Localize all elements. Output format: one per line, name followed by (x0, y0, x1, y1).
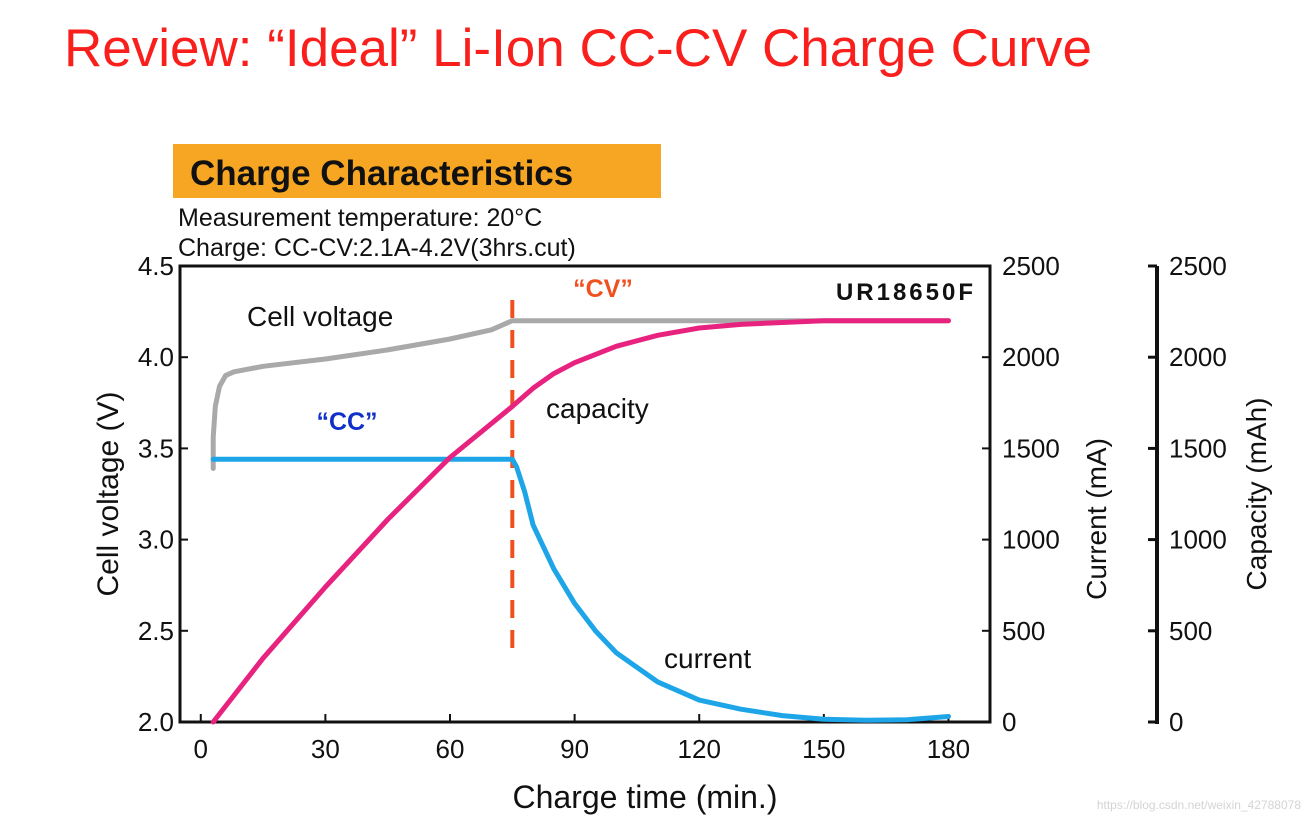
capacity-axis-label: Capacity (mAh) (1241, 398, 1272, 591)
capacity-series-line (210, 318, 951, 725)
current-series-label: current (664, 643, 751, 674)
watermark: https://blog.csdn.net/weixin_42788078 (1096, 798, 1301, 812)
current-tick-label: 1500 (1002, 433, 1060, 463)
voltage-tick-label: 2.5 (138, 616, 174, 646)
current-series-line (210, 456, 951, 723)
voltage-tick-label: 3.5 (138, 433, 174, 463)
chart-title-background (173, 144, 661, 198)
x-tick-label: 0 (194, 734, 208, 764)
slide-title: Review: “Ideal” Li-Ion CC-CV Charge Curv… (64, 19, 1092, 78)
capacity-tick-label: 1000 (1169, 525, 1227, 555)
cv-label: “CV” (573, 275, 633, 303)
current-tick-label: 1000 (1002, 525, 1060, 555)
capacity-tick-label: 2000 (1169, 342, 1227, 372)
series-layer (210, 318, 951, 725)
voltage-axis-label: Cell voltage (V) (92, 391, 125, 596)
voltage-tick-label: 3.0 (138, 525, 174, 555)
capacity-tick-label: 0 (1169, 707, 1183, 737)
current-axis-label: Current (mA) (1081, 438, 1112, 600)
current-tick-label: 2000 (1002, 342, 1060, 372)
x-tick-label: 60 (436, 734, 465, 764)
current-tick-label: 2500 (1002, 251, 1060, 281)
x-tick-label: 120 (678, 734, 721, 764)
voltage-tick-label: 4.0 (138, 342, 174, 372)
voltage-tick-label: 2.0 (138, 707, 174, 737)
chart-title: Charge Characteristics (190, 154, 573, 193)
cc-label: “CC” (316, 408, 377, 436)
capacity-tick-label: 2500 (1169, 251, 1227, 281)
x-tick-label: 180 (927, 734, 970, 764)
current-tick-label: 0 (1002, 707, 1016, 737)
x-axis-label: Charge time (min.) (513, 779, 778, 815)
capacity-series-label: capacity (546, 393, 649, 424)
capacity-tick-label: 1500 (1169, 433, 1227, 463)
cell-voltage-series-line (210, 318, 951, 471)
current-tick-label: 500 (1002, 616, 1045, 646)
capacity-tick-label: 500 (1169, 616, 1212, 646)
x-tick-label: 90 (560, 734, 589, 764)
x-tick-label: 30 (311, 734, 340, 764)
voltage-tick-label: 4.5 (138, 251, 174, 281)
x-tick-label: 150 (802, 734, 845, 764)
subtitle-line-2: Charge: CC-CV:2.1A-4.2V(3hrs.cut) (178, 234, 576, 262)
plot-frame (178, 264, 992, 724)
ticks-layer: 0 30 60 90 120 150 180 2.0 2.5 3.0 3.5 4.0 4.5 0 500 10… (138, 251, 1227, 764)
model-label: UR18650F (836, 279, 976, 306)
subtitle-line-1: Measurement temperature: 20°C (178, 204, 542, 232)
voltage-series-label: Cell voltage (247, 301, 393, 332)
